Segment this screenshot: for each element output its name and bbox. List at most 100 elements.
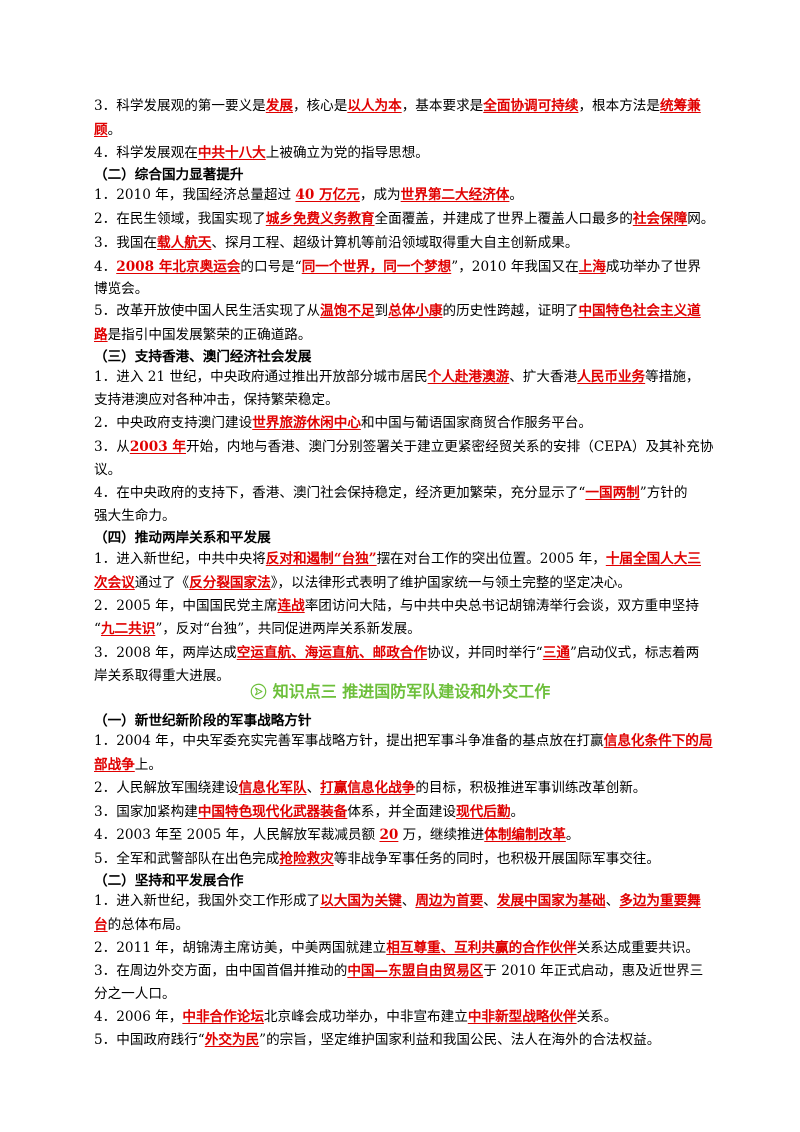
text-run: 、: [401, 893, 416, 909]
text-run: 3．我国在: [94, 235, 158, 251]
text-run: 、: [483, 893, 497, 909]
text-line: 2．人民解放军围绕建设信息化军队、打赢信息化战争的目标，积极推进军事训练改革创新…: [94, 778, 730, 798]
subsection-heading: （四）推动两岸关系和平发展: [94, 528, 730, 548]
text-run: 4．: [94, 259, 117, 275]
text-line: 3．科学发展观的第一要义是发展，核心是以人为本，基本要求是全面协调可持续，根本方…: [94, 96, 730, 116]
text-line: 5．中国政府践行“外交为民”的宗旨，坚定维护国家利益和我国公民、法人在海外的合法…: [94, 1030, 730, 1050]
key-term: 路: [94, 327, 108, 343]
text-run: 4．2003 年至 2005 年，人民解放军裁减员额: [94, 827, 380, 843]
text-line: 议。: [94, 460, 730, 480]
text-run: 1．进入新世纪，我国外交工作形成了: [94, 893, 321, 909]
text-run: 的历史性跨越，证明了: [442, 303, 579, 319]
text-run: 开始，内地与香港、澳门分别签署关于建立更紧密经贸关系的安排（CEPA）及其补充协: [186, 439, 714, 455]
text-run: 率团访问大陆，与中共中央总书记胡锦涛举行会谈，双方重申坚持: [304, 598, 699, 614]
text-line: 3．我国在载人航天、探月工程、超级计算机等前沿领域取得重大自主创新成果。: [94, 233, 730, 253]
key-term: 中国特色社会主义道: [578, 303, 701, 319]
text-run: 关系达成重要共识。: [576, 940, 699, 956]
text-line: 3．从2003 年开始，内地与香港、澳门分别签署关于建立更紧密经贸关系的安排（C…: [94, 437, 730, 457]
key-term: 多边为重要舞: [619, 893, 701, 909]
key-term: 中非新型战略伙伴: [467, 1009, 577, 1025]
text-run: 4．科学发展观在: [94, 145, 198, 161]
text-run: 2．2005 年，中国国民党主席: [94, 598, 278, 614]
text-run: 4．在中央政府的支持下，香港、澳门社会保持稳定，经济更加繁荣，充分显示了“: [94, 485, 586, 501]
text-run: 的总体布局。: [107, 917, 190, 933]
text-run: 万，继续推进: [398, 827, 485, 843]
text-line: 5．全军和武警部队在出色完成抢险救灾等非战争军事任务的同时，也积极开展国际军事交…: [94, 849, 730, 869]
text-run: （四）推动两岸关系和平发展: [94, 530, 271, 546]
text-run: “: [94, 621, 101, 637]
key-term: 世界旅游休闲中心: [252, 415, 361, 431]
section-heading: 知识点三 推进国防军队建设和外交工作: [0, 681, 800, 703]
section-title-text: 知识点三 推进国防军队建设和外交工作: [272, 682, 551, 701]
text-run: 。: [510, 804, 525, 820]
key-term: 外交为民: [204, 1032, 260, 1048]
subsection-heading: （二）综合国力显著提升: [94, 165, 730, 185]
text-run: 于 2010 年正式启动，惠及近世界三: [483, 963, 704, 979]
key-term: 载人航天: [157, 235, 212, 251]
text-line: 4．2003 年至 2005 年，人民解放军裁减员额 20 万，继续推进体制编制…: [94, 825, 730, 845]
key-term: 2008 年北京奥运会: [116, 259, 241, 275]
text-line: 岸关系取得重大进展。: [94, 666, 730, 686]
subsection-heading: （二）坚持和平发展合作: [94, 871, 730, 891]
text-line: 2．在民生领域，我国实现了城乡免费义务教育全面覆盖，并建成了世界上覆盖人口最多的…: [94, 209, 730, 229]
text-run: （三）支持香港、澳门经济社会发展: [94, 349, 312, 365]
text-run: 是指引中国发展繁荣的正确道路。: [107, 327, 312, 343]
text-run: 议。: [94, 462, 122, 478]
text-run: 1．2004 年，中央军委充实完善军事战略方针，提出把军事斗争准备的基点放在打赢: [94, 733, 604, 749]
key-term: 反对和遏制“台独”: [265, 551, 377, 567]
text-line: 1．2010 年，我国经济总量超过 40 万亿元，成为世界第二大经济体。: [94, 185, 730, 205]
key-term: 城乡免费义务教育: [265, 211, 375, 227]
text-line: 次会议通过了《反分裂国家法》，以法律形式表明了维护国家统一与领土完整的坚定决心。: [94, 573, 730, 593]
text-run: ，基本要求是: [401, 98, 484, 114]
text-run: 成功举办了世界: [605, 259, 702, 275]
text-run: ”，2010 年我国又在: [451, 259, 579, 275]
key-term: 人民币业务: [577, 369, 646, 385]
text-line: 5．改革开放使中国人民生活实现了从温饱不足到总体小康的历史性跨越，证明了中国特色…: [94, 301, 730, 321]
text-line: 强大生命力。: [94, 506, 730, 526]
text-run: 通过了《: [134, 575, 190, 591]
text-run: 上。: [134, 757, 162, 773]
text-run: 、探月工程、超级计算机等前沿领域取得重大自主创新成果。: [211, 235, 579, 251]
text-run: 分之一人口。: [94, 986, 176, 1002]
text-line: 3．国家加紧构建中国特色现代化武器装备体系，并全面建设现代后勤。: [94, 802, 730, 822]
text-line: 4．2006 年，中非合作论坛北京峰会成功举办，中非宣布建立中非新型战略伙伴关系…: [94, 1007, 730, 1027]
text-run: 2．人民解放军围绕建设: [94, 780, 239, 796]
text-run: 5．中国政府践行“: [94, 1032, 205, 1048]
text-run: 摆在对台工作的突出位置。2005 年，: [376, 551, 606, 567]
key-term: 空运直航、海运直航、邮政合作: [236, 645, 428, 661]
text-run: 体系，并全面建设: [347, 804, 457, 820]
text-run: 博览会。: [94, 281, 149, 297]
text-run: 全面覆盖，并建成了世界上覆盖人口最多的: [374, 211, 633, 227]
key-term: 九二共识: [100, 621, 156, 637]
key-term: 中共十八大: [197, 145, 266, 161]
text-run: 的口号是“: [240, 259, 302, 275]
key-term: 2003 年: [129, 439, 187, 455]
key-term: 次会议: [94, 575, 135, 591]
key-term: 个人赴港澳游: [427, 369, 510, 385]
text-run: 等非战争军事任务的同时，也积极开展国际军事交往。: [333, 851, 660, 867]
key-term: 台: [94, 917, 108, 933]
text-run: 、扩大香港: [509, 369, 578, 385]
text-run: （二）综合国力显著提升: [94, 167, 244, 183]
key-term: 全面协调可持续: [483, 98, 579, 114]
text-line: 3．2008 年，两岸达成空运直航、海运直航、邮政合作协议，并同时举行“三通”启…: [94, 643, 730, 663]
text-run: 关系。: [576, 1009, 618, 1025]
key-term: 中非合作论坛: [182, 1009, 264, 1025]
text-run: 网。: [687, 211, 715, 227]
text-run: 的目标，积极推进军事训练改革创新。: [415, 780, 647, 796]
arrow-circle-icon: [250, 683, 267, 700]
text-run: （一）新世纪新阶段的军事战略方针: [94, 713, 312, 729]
text-run: ”方针的: [639, 485, 688, 501]
key-term: 部战争: [94, 757, 135, 773]
text-run: 3．2008 年，两岸达成: [94, 645, 237, 661]
text-run: 》，以法律形式表明了维护国家统一与领土完整的坚定决心。: [270, 575, 631, 591]
text-line: 1．2004 年，中央军委充实完善军事战略方针，提出把军事斗争准备的基点放在打赢…: [94, 731, 730, 751]
text-run: 到: [374, 303, 389, 319]
key-term: 统筹兼: [660, 98, 701, 114]
key-term: 中国特色现代化武器装备: [197, 804, 348, 820]
key-term: 三通: [542, 645, 570, 661]
key-term: 现代后勤: [456, 804, 511, 820]
text-line: 部战争上。: [94, 755, 730, 775]
key-term: 以人为本: [347, 98, 402, 114]
text-run: ”的宗旨，坚定维护国家利益和我国公民、法人在海外的合法权益。: [259, 1032, 661, 1048]
